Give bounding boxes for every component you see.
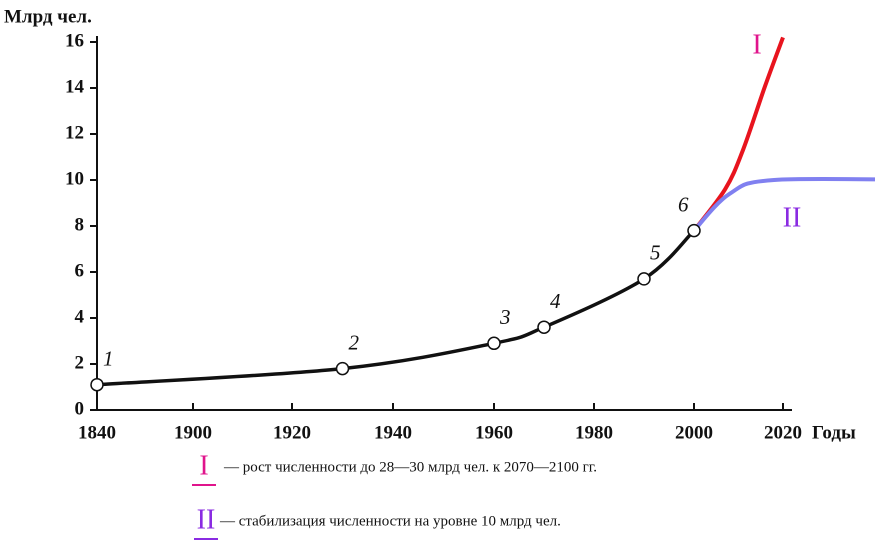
y-tick-label: 8 xyxy=(75,214,85,235)
x-tick-label: 1920 xyxy=(273,422,311,443)
x-tick-label: 1840 xyxy=(78,422,116,443)
point xyxy=(637,272,651,286)
legend-marker: II xyxy=(197,504,216,535)
legend-text: — стабилизация численности на уровне 10 … xyxy=(219,513,561,529)
x-tick-label: 1960 xyxy=(475,422,513,443)
point xyxy=(335,361,350,376)
series-label: II xyxy=(783,202,802,233)
y-axis-label: Млрд чел. xyxy=(4,6,92,27)
x-tick-label: 1980 xyxy=(575,422,613,443)
point-label: 5 xyxy=(650,241,661,265)
y-tick-label: 2 xyxy=(75,352,85,373)
point xyxy=(537,320,551,334)
point xyxy=(90,377,104,392)
series-line xyxy=(692,36,785,232)
x-tick-label: 1900 xyxy=(174,422,212,443)
y-tick-label: 6 xyxy=(75,260,85,281)
y-tick-label: 16 xyxy=(65,30,84,51)
series-line xyxy=(692,176,875,232)
y-tick-label: 4 xyxy=(75,306,85,327)
point xyxy=(487,336,501,351)
point-label: 1 xyxy=(103,347,114,371)
point xyxy=(687,223,701,238)
x-tick-label: 2000 xyxy=(675,422,713,443)
series-line xyxy=(96,229,696,387)
y-tick-label: 10 xyxy=(65,168,84,189)
x-tick-label: 1940 xyxy=(374,422,412,443)
y-tick-label: 12 xyxy=(65,122,84,143)
y-tick-label: 14 xyxy=(65,76,85,97)
point-label: 4 xyxy=(550,289,561,313)
x-tick-label: 2020 xyxy=(764,422,802,443)
series-label: I xyxy=(752,29,761,60)
y-tick-label: 0 xyxy=(75,398,85,419)
point-label: 2 xyxy=(349,330,360,354)
x-axis-label: Годы xyxy=(812,422,856,443)
legend-marker: I xyxy=(199,450,208,481)
legend-text: — рост численности до 28—30 млрд чел. к … xyxy=(223,459,597,475)
point-label: 6 xyxy=(678,192,689,216)
point-label: 3 xyxy=(499,305,511,329)
